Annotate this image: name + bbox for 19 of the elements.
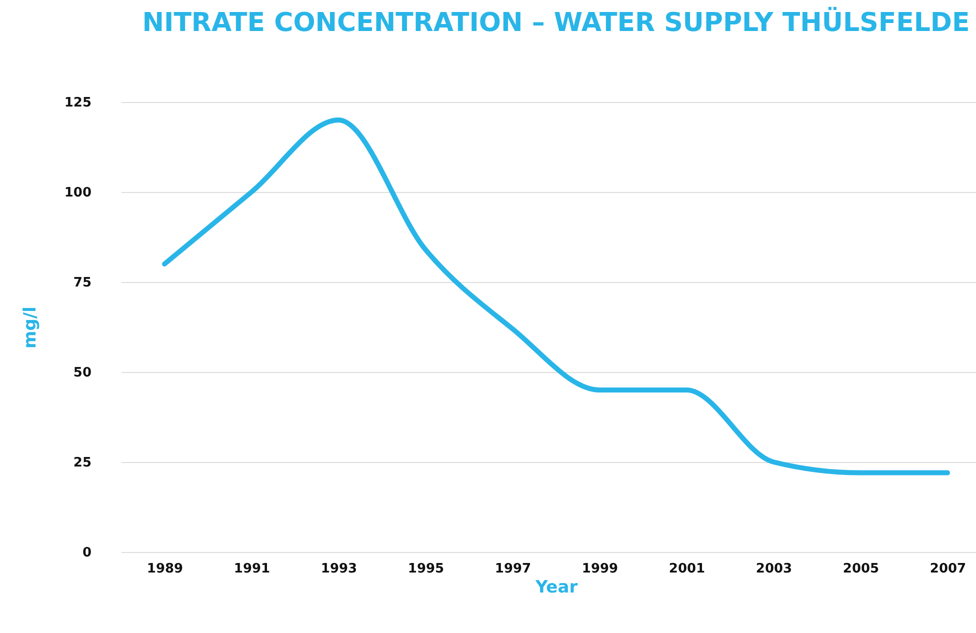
x-tick-label: 1999 [582,562,618,576]
y-tick-label: 75 [73,276,92,290]
x-tick-label: 2003 [756,562,792,576]
x-tick-label: 1993 [320,562,358,576]
x-tick-label: 2005 [842,562,880,576]
y-tick-label: 50 [73,366,92,380]
x-tick-label: 1997 [494,562,532,576]
y-tick-label: 125 [64,96,92,110]
x-axis-title: Year [534,578,578,598]
y-tick-label: 0 [82,546,92,560]
x-tick-label: 1991 [234,562,270,576]
x-tick-label: 2001 [668,562,706,576]
x-tick-label: 2007 [930,562,966,576]
y-tick-label: 100 [64,186,92,200]
x-tick-label: 1995 [408,562,444,576]
x-tick-label: 1989 [146,562,184,576]
chart-title: NITRATE CONCENTRATION – WATER SUPPLY THÜLSFELDE [142,6,970,38]
y-axis-title: mg/l [20,306,40,348]
y-tick-label: 25 [73,456,92,470]
